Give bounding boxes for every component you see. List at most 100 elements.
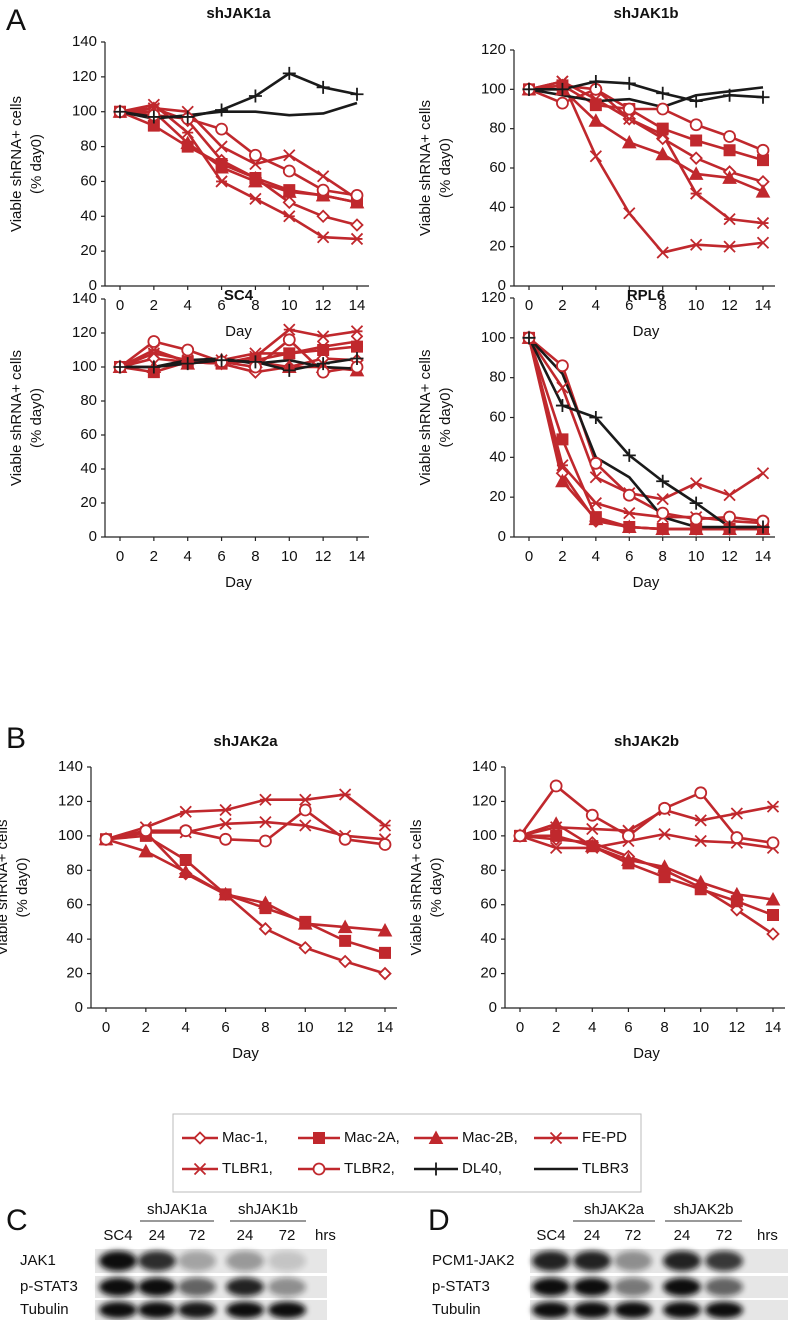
blot-band xyxy=(614,1250,652,1272)
blot-band xyxy=(226,1250,264,1272)
x-tick-label: 12 xyxy=(721,297,738,314)
data-point xyxy=(656,122,669,135)
data-point xyxy=(283,149,296,162)
data-point xyxy=(338,832,352,846)
y-tick-label: 20 xyxy=(480,965,497,982)
y-tick-label: 0 xyxy=(89,528,97,545)
lane-label: SC4 xyxy=(536,1227,565,1244)
x-tick-label: 4 xyxy=(592,548,600,565)
data-point xyxy=(766,800,780,813)
legend-marker xyxy=(193,1162,207,1176)
data-point xyxy=(282,195,297,210)
y-axis-label: (% day0) xyxy=(428,857,445,917)
blot-band xyxy=(614,1277,652,1297)
data-point xyxy=(588,113,604,127)
data-point xyxy=(622,829,635,843)
x-tick-label: 2 xyxy=(558,297,566,314)
unit-label: hrs xyxy=(757,1227,778,1244)
data-point xyxy=(181,110,195,124)
blot-band xyxy=(663,1250,701,1272)
series-line xyxy=(120,357,358,370)
data-point xyxy=(215,175,228,188)
series-line xyxy=(105,808,386,846)
data-point xyxy=(550,821,563,834)
data-point xyxy=(513,829,527,843)
data-point xyxy=(258,922,273,936)
data-point xyxy=(550,829,563,842)
data-point xyxy=(589,497,602,510)
data-point xyxy=(138,843,154,858)
data-point xyxy=(622,488,636,502)
data-point xyxy=(555,473,570,488)
x-tick-label: 6 xyxy=(221,1019,229,1036)
x-tick-label: 8 xyxy=(251,548,259,565)
x-tick-label: 0 xyxy=(102,1019,110,1036)
data-point xyxy=(350,87,364,101)
data-point xyxy=(622,102,636,116)
data-point xyxy=(723,510,736,524)
data-point xyxy=(259,834,272,848)
legend-label: TLBR1, xyxy=(222,1160,273,1177)
y-tick-label: 0 xyxy=(489,999,497,1016)
y-axis-label: Viable shRNA+ cells xyxy=(8,350,25,486)
blot-band xyxy=(268,1277,306,1297)
data-point xyxy=(317,170,330,183)
data-point xyxy=(282,164,296,178)
data-point xyxy=(689,512,703,526)
data-point xyxy=(283,210,296,223)
data-point xyxy=(316,183,330,197)
blot-band xyxy=(138,1301,176,1319)
y-tick-label: 0 xyxy=(498,528,506,545)
y-tick-label: 120 xyxy=(481,289,506,306)
group-label: shJAK2b xyxy=(673,1201,733,1218)
y-tick-label: 100 xyxy=(481,329,506,346)
data-point xyxy=(588,511,604,526)
legend-label: Mac-2A, xyxy=(344,1129,400,1146)
data-point xyxy=(317,330,330,343)
x-axis-label: Day xyxy=(225,574,252,591)
x-tick-label: 14 xyxy=(349,297,366,314)
data-point xyxy=(147,110,161,124)
data-point xyxy=(688,521,704,536)
data-point xyxy=(556,75,569,88)
y-tick-label: 60 xyxy=(489,408,506,425)
row-label: p-STAT3 xyxy=(20,1278,78,1295)
y-axis-label: Viable shRNA+ cells xyxy=(8,96,25,232)
y-tick-label: 80 xyxy=(80,392,97,409)
data-point xyxy=(550,841,563,855)
data-point xyxy=(215,122,228,136)
series-line xyxy=(105,793,386,841)
data-point xyxy=(688,166,704,180)
data-point xyxy=(339,934,352,947)
legend-label: Mac-2B, xyxy=(462,1129,518,1146)
y-tick-label: 100 xyxy=(72,103,97,120)
y-tick-label: 100 xyxy=(58,827,83,844)
series-line xyxy=(528,86,764,109)
data-point xyxy=(259,793,272,806)
data-point xyxy=(317,340,330,353)
x-tick-label: 8 xyxy=(261,1019,269,1036)
y-tick-label: 20 xyxy=(489,488,506,505)
y-tick-label: 140 xyxy=(72,290,97,307)
x-tick-label: 14 xyxy=(755,548,772,565)
data-point xyxy=(655,521,671,536)
y-tick-label: 120 xyxy=(472,792,497,809)
x-tick-label: 2 xyxy=(150,548,158,565)
x-tick-label: 0 xyxy=(525,548,533,565)
y-tick-label: 100 xyxy=(72,358,97,375)
data-point xyxy=(549,779,563,793)
data-point xyxy=(589,411,603,424)
data-point xyxy=(282,363,296,377)
x-tick-label: 2 xyxy=(552,1019,560,1036)
data-point xyxy=(113,105,127,119)
data-point xyxy=(215,140,228,153)
data-point xyxy=(690,477,703,490)
data-point xyxy=(556,459,569,472)
x-tick-label: 6 xyxy=(625,297,633,314)
chart-title: shJAK2b xyxy=(614,733,679,750)
x-axis-label: Day xyxy=(633,323,660,340)
data-point xyxy=(730,831,744,844)
data-point xyxy=(656,493,669,506)
data-point xyxy=(248,89,262,103)
y-axis-label: Viable shRNA+ cells xyxy=(417,349,434,485)
